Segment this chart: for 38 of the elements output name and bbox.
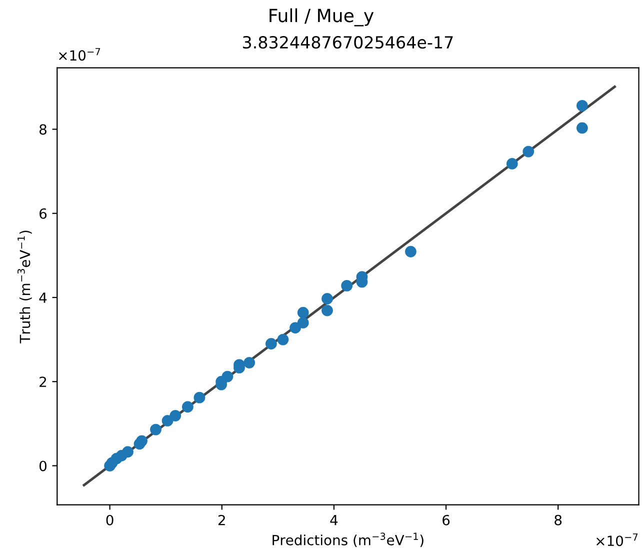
point [576, 100, 588, 112]
point [290, 322, 301, 334]
point [322, 293, 333, 304]
y-axis-title: Truth (m$^{−3}$eV$^{−1}$) [17, 230, 32, 344]
point [182, 401, 194, 413]
x-axis-title: Predictions (m$^{−3}$eV$^{−1}$) [272, 532, 424, 547]
point [194, 392, 206, 404]
y-tick-label: 8 [40, 124, 46, 135]
y-tick-label: 0 [39, 460, 46, 472]
x-tick-label: 0 [106, 514, 114, 526]
chart-title: Full / Mue_y [270, 8, 374, 26]
point [322, 304, 333, 316]
point [244, 356, 256, 368]
y-tick-label: 2 [40, 376, 46, 387]
x-tick-label: 4 [330, 515, 338, 526]
point [122, 446, 134, 458]
point [170, 410, 182, 422]
x-tick-label: 6 [442, 514, 450, 526]
point [297, 317, 309, 328]
point [222, 370, 234, 382]
text: ×10$^{−7}$ [59, 48, 100, 61]
point [405, 246, 416, 258]
point [277, 334, 289, 346]
point [150, 424, 162, 436]
point [506, 158, 518, 170]
text: ×10$^{−7}$ [596, 533, 638, 546]
point [265, 338, 277, 350]
x-tick-label: 8 [554, 514, 562, 526]
point [297, 306, 309, 318]
x-tick-label: 2 [218, 514, 225, 526]
point [341, 280, 353, 292]
chart-subtitle: 3.832448767025464e-17 [243, 36, 453, 49]
y-tick-label: 6 [40, 208, 47, 219]
y-tick-label: 4 [39, 292, 47, 303]
point [162, 415, 174, 426]
point [522, 146, 534, 158]
point [576, 122, 588, 134]
point [136, 435, 148, 447]
